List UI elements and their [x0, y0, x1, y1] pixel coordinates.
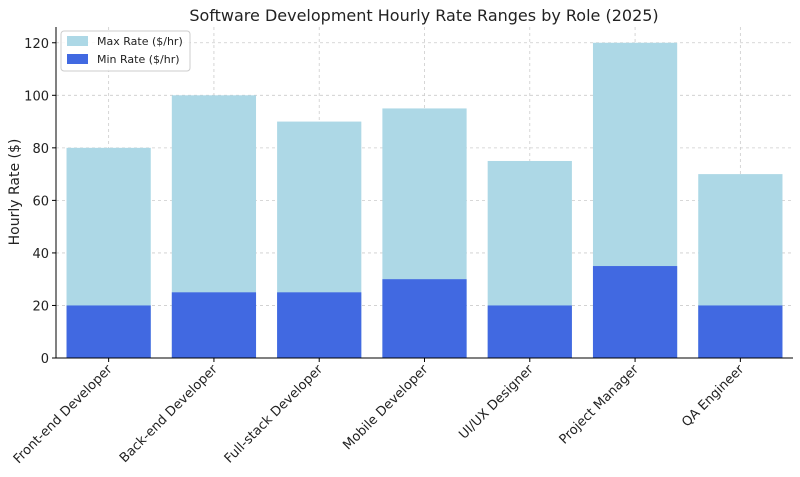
y-tick-label: 60 [32, 194, 49, 209]
legend-label-max: Max Rate ($/hr) [97, 35, 183, 48]
x-tick-label: Back-end Developer [117, 362, 221, 466]
bars [66, 42, 783, 359]
y-tick-label: 20 [32, 299, 49, 314]
y-tick-label: 120 [24, 37, 49, 52]
bar-min-rate [66, 305, 151, 358]
bar-min-rate [277, 292, 362, 358]
x-tick-label: Mobile Developer [340, 362, 431, 453]
bar-min-rate [171, 292, 257, 358]
bar-min-rate [698, 305, 783, 358]
y-tick-label: 0 [41, 352, 49, 367]
bar-min-rate [487, 305, 572, 358]
axes [52, 27, 793, 362]
legend-swatch-min [67, 54, 88, 64]
x-tick-label: QA Engineer [679, 362, 747, 430]
legend: Max Rate ($/hr) Min Rate ($/hr) [60, 30, 191, 72]
y-tick-label: 40 [32, 247, 49, 262]
x-tick-label: Full-stack Developer [222, 362, 327, 467]
legend-swatch-max [67, 36, 88, 46]
x-tick-label: Front-end Developer [11, 362, 116, 467]
y-tick-label: 100 [24, 89, 49, 104]
x-tick-label: UI/UX Designer [456, 362, 537, 443]
bar-min-rate [592, 266, 678, 358]
y-tick-label: 80 [32, 142, 49, 157]
x-tick-label: Project Manager [557, 362, 643, 448]
y-axis-label: Hourly Rate ($) [7, 139, 23, 246]
chart-title: Software Development Hourly Rate Ranges … [189, 6, 658, 25]
legend-box [60, 30, 191, 72]
legend-label-min: Min Rate ($/hr) [97, 53, 180, 66]
bar-min-rate [382, 279, 467, 358]
